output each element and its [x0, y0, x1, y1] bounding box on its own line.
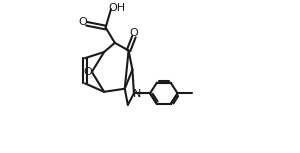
Text: O: O: [78, 17, 87, 28]
Text: O: O: [83, 67, 92, 77]
Text: O: O: [130, 28, 138, 38]
Text: N: N: [133, 89, 141, 99]
Text: OH: OH: [108, 3, 125, 13]
